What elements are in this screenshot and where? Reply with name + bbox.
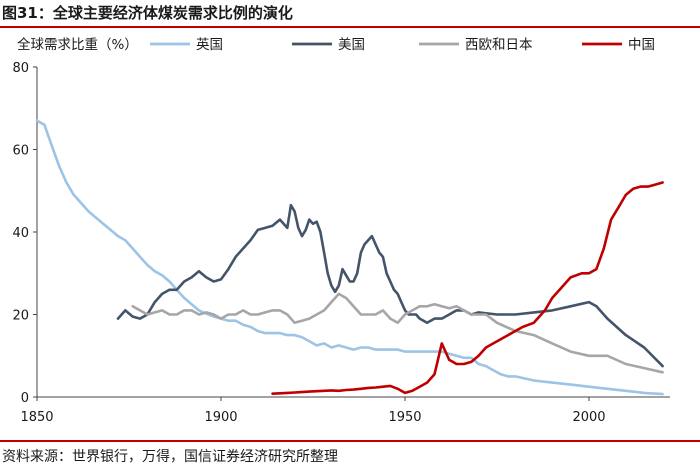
series-line-1 bbox=[35, 119, 664, 396]
legend-label: 中国 bbox=[628, 37, 655, 53]
series-line-3 bbox=[131, 292, 664, 374]
x-tick-label: 1950 bbox=[388, 410, 421, 425]
footer-rule bbox=[0, 440, 700, 442]
coal-demand-chart: 0 20 40 60 80 1850 1900 1950 2000 全球需求比重（%） 英国 美国 西… bbox=[12, 36, 670, 425]
legend-label: 西欧和日本 bbox=[465, 37, 533, 53]
y-axis-label: 全球需求比重（%） bbox=[17, 36, 138, 53]
legend: 英国 美国 西欧和日本 中国 bbox=[150, 36, 655, 53]
y-tick-label: 80 bbox=[12, 61, 29, 76]
y-tick-label: 60 bbox=[12, 144, 29, 159]
legend-label: 美国 bbox=[338, 37, 365, 53]
y-tick-label: 0 bbox=[21, 391, 29, 406]
title-rule bbox=[0, 26, 700, 28]
y-tick-label: 40 bbox=[12, 226, 29, 241]
figure-title: 图31：全球主要经济体煤炭需求比例的演化 bbox=[2, 4, 293, 22]
x-tick-label: 1900 bbox=[204, 410, 237, 425]
x-tick-label: 2000 bbox=[572, 410, 605, 425]
series-line-4 bbox=[271, 181, 664, 396]
y-tick-label: 20 bbox=[12, 309, 29, 324]
x-tick-label: 1850 bbox=[20, 410, 53, 425]
legend-label: 英国 bbox=[196, 36, 223, 53]
series-line-2 bbox=[116, 203, 664, 368]
axes: 0 20 40 60 80 1850 1900 1950 2000 全球需求比重（%） bbox=[12, 36, 670, 425]
series-layer bbox=[35, 119, 664, 396]
source-note: 资料来源：世界银行，万得，国信证券经济研究所整理 bbox=[2, 449, 338, 465]
